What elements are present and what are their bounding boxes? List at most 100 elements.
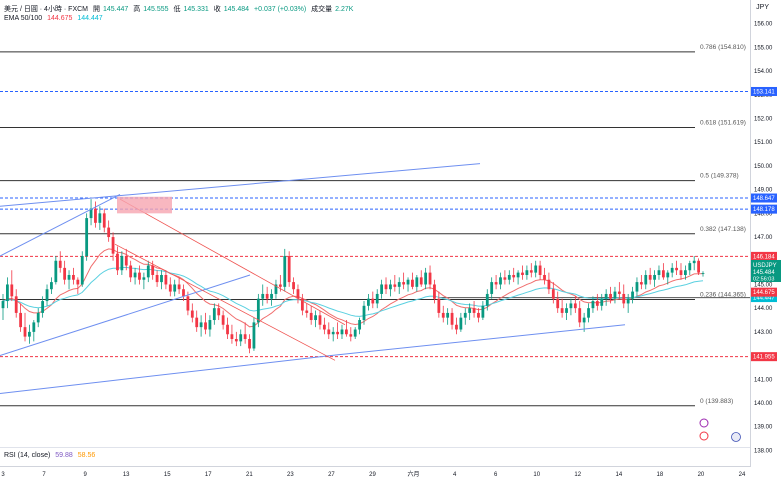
time-tick-label: 3 — [1, 472, 5, 478]
candle-body — [182, 289, 185, 297]
level-price-tag[interactable]: 153.141 — [751, 86, 777, 96]
candle-body — [411, 279, 414, 287]
candle — [138, 265, 141, 285]
candle-body — [138, 272, 141, 280]
candle — [393, 274, 397, 292]
ticker-label: USDJPY — [753, 263, 777, 269]
candle — [116, 246, 119, 275]
channel-line-upper[interactable] — [119, 198, 346, 326]
candle — [446, 308, 450, 325]
current-price-value: 145.484 — [753, 270, 775, 276]
low-value: 145.331 — [183, 6, 209, 13]
candle-body — [239, 334, 243, 342]
candle-body — [578, 308, 582, 323]
candle — [358, 317, 362, 335]
rsi-legend[interactable]: RSI (14, close) 59.88 58.56 — [4, 452, 98, 459]
candle-body — [292, 282, 295, 290]
candle — [226, 317, 229, 339]
candle — [639, 274, 643, 290]
candle — [133, 267, 137, 285]
us-flag-icon[interactable] — [731, 432, 741, 442]
candle-body — [644, 274, 648, 285]
candle — [516, 270, 520, 285]
candle — [177, 277, 181, 294]
ema-slow-line — [2, 266, 704, 317]
candle-body — [230, 334, 234, 339]
candle — [318, 310, 322, 330]
candle — [367, 293, 370, 311]
candle-body — [490, 282, 494, 294]
candle-body — [186, 296, 190, 311]
trendline-rising-base[interactable] — [329, 324, 626, 357]
candle — [217, 303, 221, 321]
candle-body — [688, 263, 692, 271]
candle-body — [521, 272, 524, 275]
candle-body — [389, 284, 392, 290]
time-tick-label: 23 — [287, 472, 294, 478]
candle-body — [265, 293, 269, 299]
candle-body — [14, 296, 18, 313]
candle — [525, 265, 529, 280]
candle-body — [424, 272, 428, 285]
trendline-support[interactable] — [0, 274, 251, 357]
level-price-tag[interactable]: 148.647 — [751, 193, 777, 203]
candle — [380, 279, 384, 299]
candle — [472, 301, 476, 318]
candle-body — [679, 270, 683, 275]
fib-level-label: 0.786 (154.810) — [700, 44, 746, 51]
ema-slow-value: 144.447 — [77, 15, 103, 22]
ema-fast-price-tag[interactable]: 144.675 — [751, 287, 777, 297]
candle-body — [173, 284, 177, 292]
level-price-tag[interactable]: 146.184 — [751, 251, 777, 261]
candle — [296, 284, 300, 304]
candle — [617, 282, 621, 299]
candle — [107, 220, 111, 242]
candle — [463, 308, 467, 325]
time-tick-label: 10 — [533, 472, 540, 478]
trendline-upper[interactable] — [0, 163, 481, 207]
price-tag-text: 148.647 — [753, 196, 775, 202]
candle — [666, 270, 670, 285]
candle — [635, 277, 639, 297]
candle-body — [609, 293, 612, 299]
candle-body — [512, 274, 516, 278]
alert-icon[interactable] — [699, 431, 709, 441]
candle — [182, 284, 185, 302]
level-price-tag[interactable]: 148.178 — [751, 204, 777, 214]
candle-body — [155, 274, 159, 283]
level-price-tag[interactable]: 144.447 — [751, 293, 777, 303]
time-tick-label: 21 — [246, 472, 253, 478]
candle-body — [367, 298, 370, 306]
lightning-icon[interactable] — [699, 418, 709, 428]
candle — [208, 315, 212, 337]
candle — [657, 265, 661, 280]
candle-body — [212, 308, 216, 321]
candle — [406, 277, 410, 292]
candle-body — [697, 260, 700, 273]
level-price-tag[interactable]: 141.955 — [751, 352, 777, 362]
channel-line-lower[interactable] — [114, 243, 336, 361]
symbol-name[interactable]: 美元 / 日圓 · 4小時 · FXCM — [4, 6, 88, 13]
candle-body — [314, 315, 317, 321]
event-icons[interactable] — [699, 418, 741, 442]
candle — [622, 284, 626, 309]
time-tick-label: 9 — [83, 472, 87, 478]
resistance-zone[interactable] — [117, 196, 172, 214]
ema-legend[interactable]: EMA 50/100 144.675 144.447 — [4, 15, 106, 22]
chart-background — [0, 0, 750, 481]
candle-body — [402, 282, 406, 285]
candle-body — [305, 310, 309, 313]
close-value: 145.484 — [223, 6, 250, 13]
candle-body — [582, 317, 586, 323]
candle — [494, 274, 498, 290]
candle-body — [63, 267, 67, 280]
time-tick-label: 18 — [657, 472, 664, 478]
candle — [252, 317, 256, 351]
candle-body — [371, 298, 375, 304]
candle — [485, 289, 489, 311]
trendline-rising[interactable] — [0, 193, 121, 257]
candle — [697, 258, 700, 275]
trendline-base[interactable] — [0, 355, 331, 395]
